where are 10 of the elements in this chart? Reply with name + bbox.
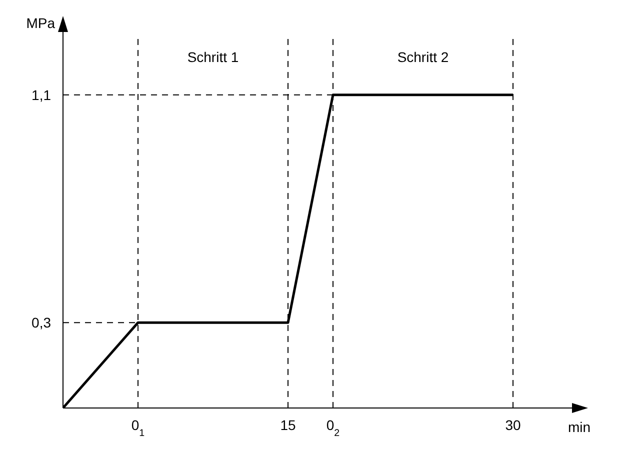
annotation: Schritt 1	[187, 49, 239, 65]
x-tick-label: 0$_{1}$	[131, 417, 145, 438]
x-tick-label: 15	[280, 417, 296, 433]
x-axis-title: min	[568, 419, 591, 435]
y-tick-label: 0,3	[32, 314, 52, 331]
annotation: Schritt 2	[397, 49, 449, 65]
x-tick-label: 0$_{2}$	[326, 417, 340, 438]
y-tick-label: 1,1	[32, 86, 52, 103]
x-tick-label: 30	[505, 417, 521, 433]
y-axis-title: MPa	[26, 15, 56, 31]
